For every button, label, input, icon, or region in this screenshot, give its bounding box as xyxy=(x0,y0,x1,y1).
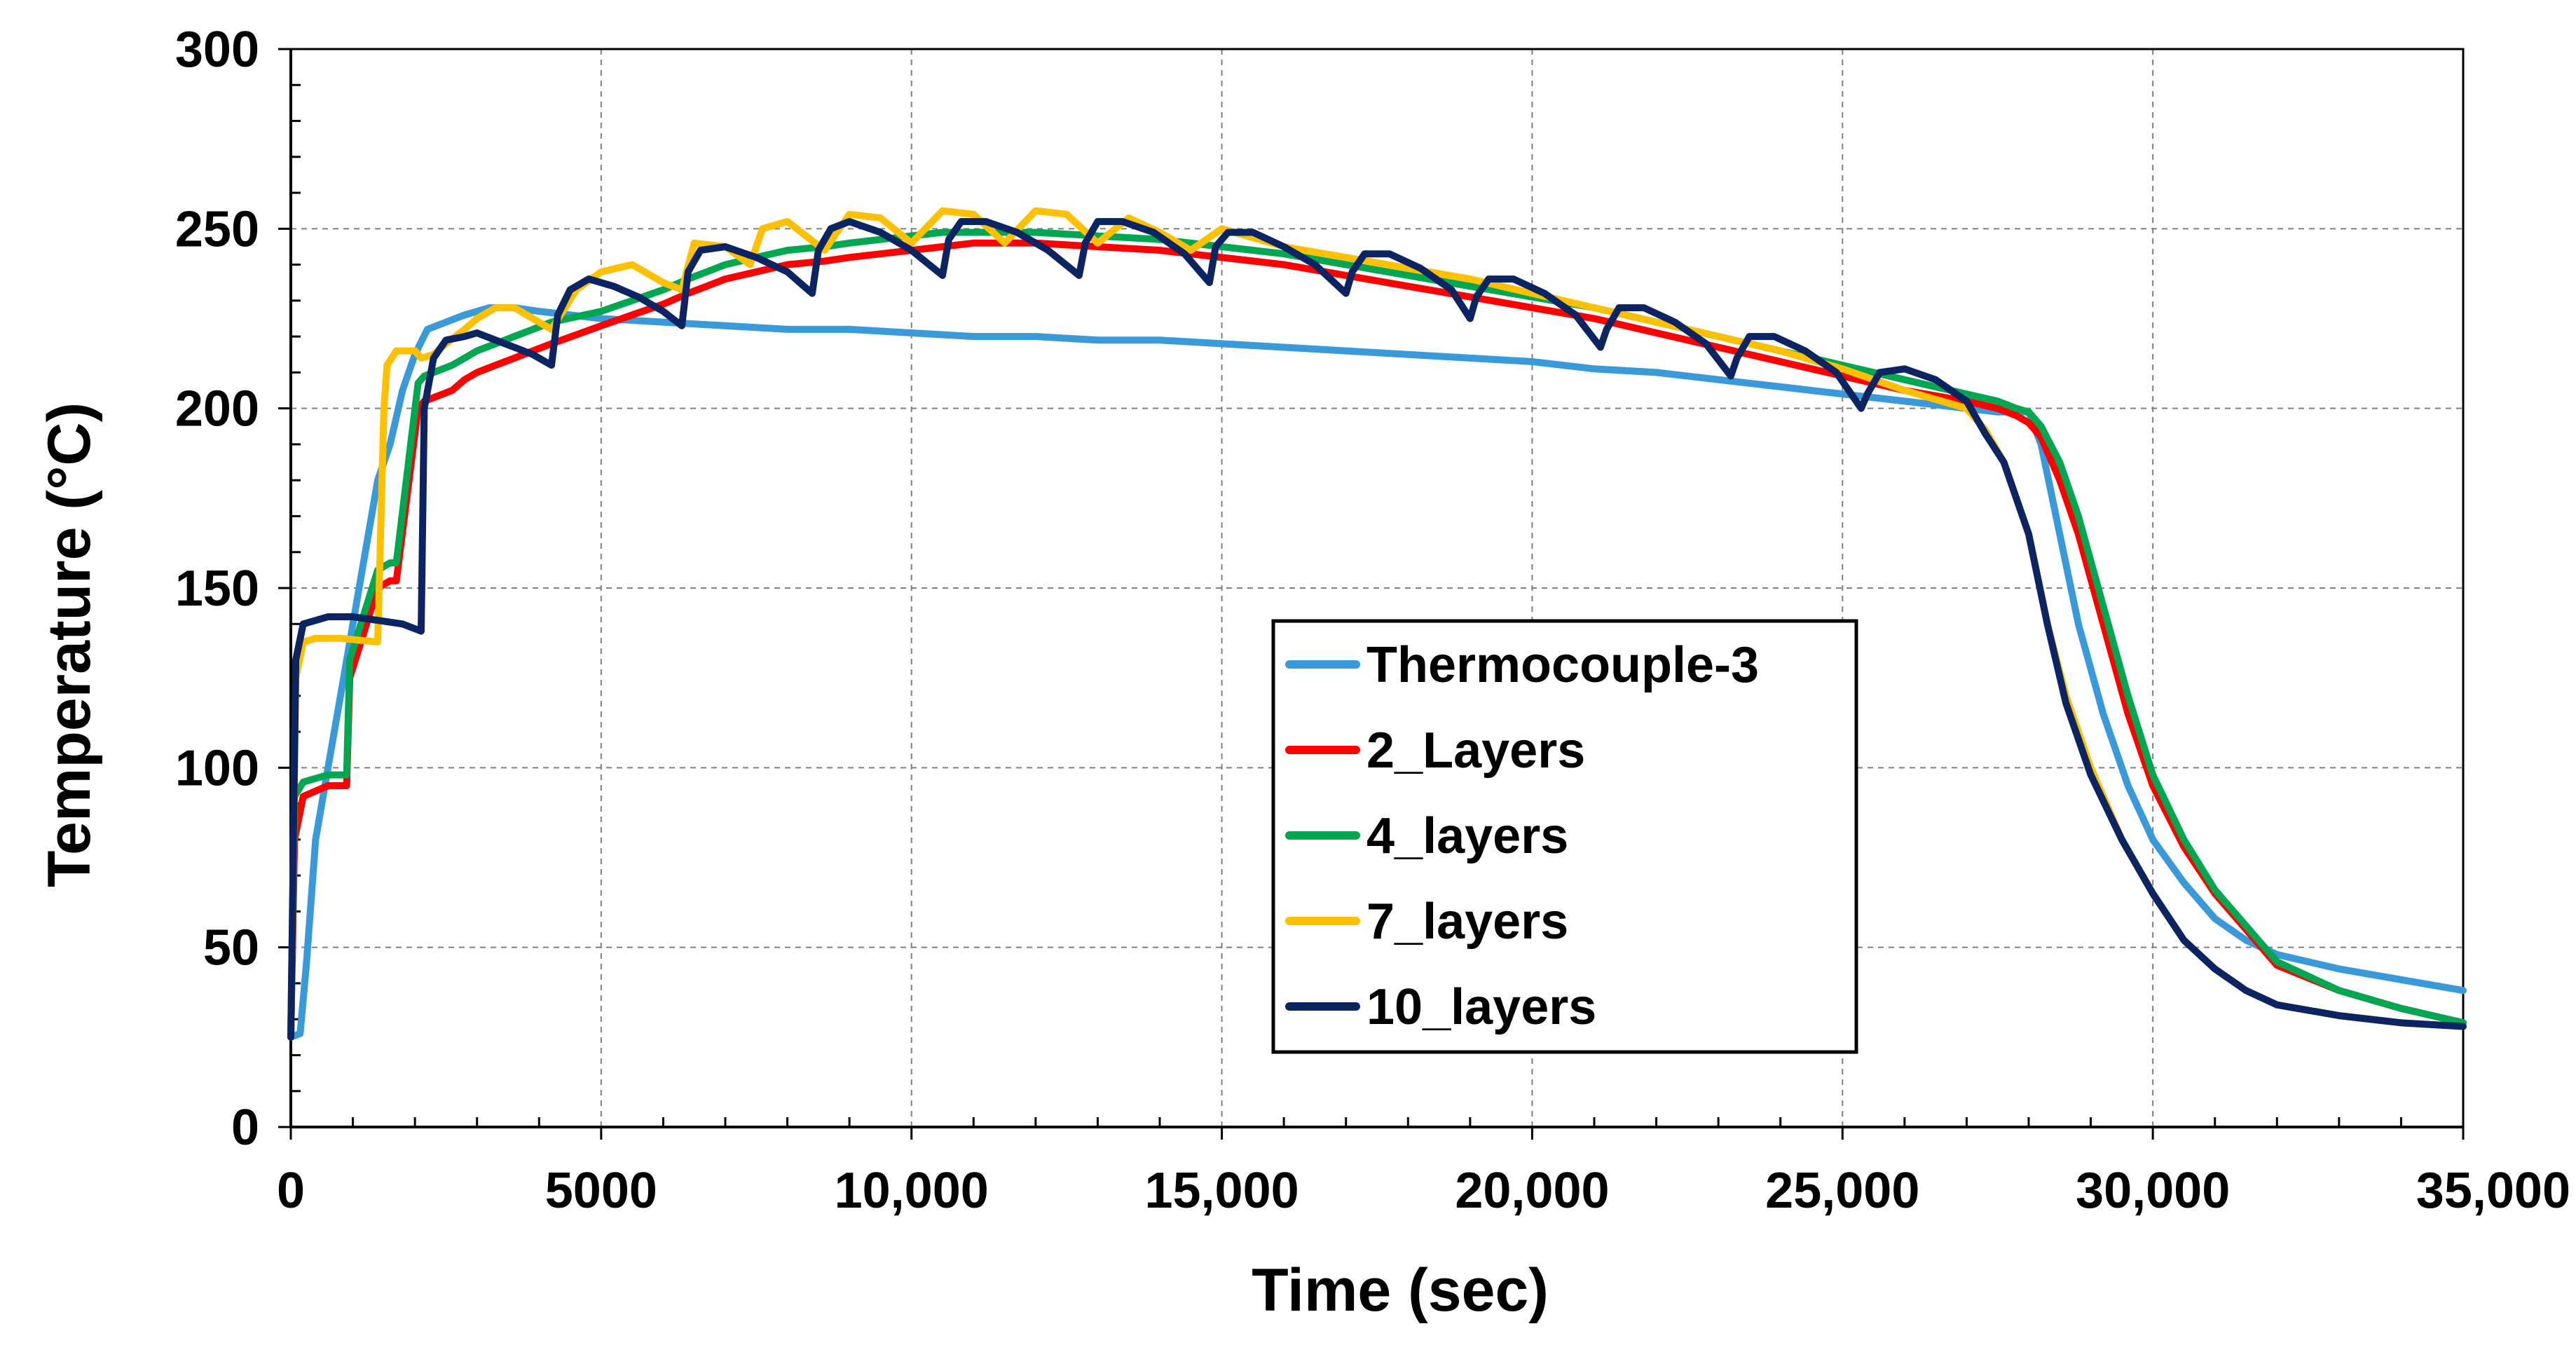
legend-label-2-layers: 2_Layers xyxy=(1366,723,1585,779)
legend-box xyxy=(1271,619,1858,1054)
tick-labels: 0 50 100 150 200 250 300 0 5000 10,000 15,000 20,00… xyxy=(175,22,2570,1219)
series-line-thermocouple-3 xyxy=(287,304,2467,1041)
legend-label-4-layers: 4_layers xyxy=(1366,808,1568,864)
legend-label-thermocouple-3: Thermocouple-3 xyxy=(1366,637,1759,693)
y-tick-label: 250 xyxy=(175,201,259,257)
x-tick-label: 35,000 xyxy=(2416,1163,2570,1219)
legend-entries: Thermocouple-3 2_Layers 4_layers 7_layers 10… xyxy=(1285,637,1759,1035)
y-tick-label: 0 xyxy=(231,1100,259,1156)
x-tick-label: 15,000 xyxy=(1144,1163,1299,1219)
legend: Thermocouple-3 2_Layers 4_layers 7_layers 10… xyxy=(1271,619,1858,1054)
x-tick-label: 0 xyxy=(277,1163,305,1219)
y-tick-label: 200 xyxy=(175,381,259,437)
y-tick-label: 150 xyxy=(175,561,259,617)
y-tick-label: 50 xyxy=(203,920,259,976)
series-line-10-layers xyxy=(287,218,2467,1041)
y-tick-label: 100 xyxy=(175,740,259,796)
x-tick-label: 10,000 xyxy=(835,1163,989,1219)
y-tick-label: 300 xyxy=(175,22,259,78)
y-axis-title: Temperature (°C) xyxy=(36,402,103,887)
legend-label-10-layers: 10_layers xyxy=(1366,979,1596,1035)
x-axis-title: Time (sec) xyxy=(1252,1257,1549,1324)
x-tick-label: 5000 xyxy=(545,1163,657,1219)
legend-label-7-layers: 7_layers xyxy=(1366,894,1568,950)
series-lines xyxy=(287,207,2467,1041)
x-tick-label: 25,000 xyxy=(1765,1163,1919,1219)
x-tick-label: 30,000 xyxy=(2076,1163,2230,1219)
x-tick-label: 20,000 xyxy=(1455,1163,1609,1219)
